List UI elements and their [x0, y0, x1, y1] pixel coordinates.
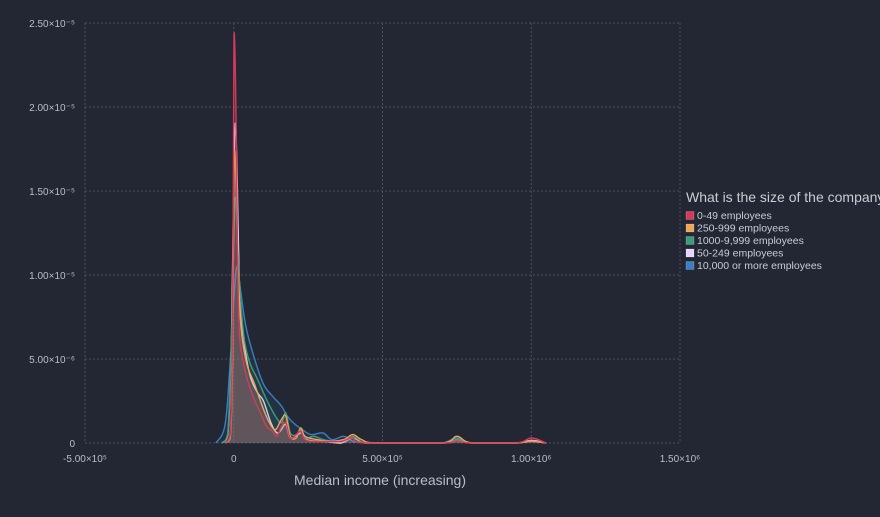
legend-label: 50-249 employees	[697, 248, 783, 260]
legend-item-250-999-employees[interactable]: 250-999 employees	[685, 223, 789, 235]
series-area-0-49-employees	[224, 32, 547, 443]
x-tick-label: 0	[231, 454, 237, 465]
series-line-0-49-employees	[224, 32, 547, 444]
legend-swatch	[685, 248, 695, 258]
legend: What is the size of the company 0-49 emp…	[685, 189, 880, 272]
x-tick-labels: -5.00×10⁵ 0 5.00×10⁵ 1.00×10⁶ 1.50×10⁶	[63, 454, 700, 465]
legend-swatch	[685, 261, 695, 270]
y-tick-label: 2.00×10⁻⁵	[29, 103, 75, 114]
series-area-1000-9-999-employees	[221, 197, 547, 443]
series-line-1000-9-999-employees	[221, 196, 547, 444]
legend-swatch	[685, 223, 695, 233]
legend-swatch	[685, 236, 695, 245]
legend-title: What is the size of the company	[686, 189, 880, 205]
legend-label: 250-999 employees	[697, 223, 789, 235]
y-tick-labels: 0 5.00×10⁻⁶ 1.00×10⁻⁵ 1.50×10⁻⁵ 2.00×10⁻⁵ 2.5…	[29, 19, 75, 450]
legend-label: 10,000 or more employees	[697, 260, 822, 272]
legend-item-0-49-employees[interactable]: 0-49 employees	[685, 210, 772, 222]
x-tick-label: 1.00×10⁶	[511, 454, 552, 465]
x-axis-title: Median income (increasing)	[294, 472, 466, 488]
series-area-250-999-employees	[224, 151, 547, 443]
x-tick-label: 5.00×10⁵	[362, 454, 403, 465]
legend-swatch	[685, 211, 695, 220]
x-tick-label: 1.50×10⁶	[660, 454, 701, 465]
legend-label: 0-49 employees	[697, 210, 772, 222]
y-tick-label: 1.50×10⁻⁵	[29, 187, 75, 198]
grid-lines	[84, 22, 681, 444]
series-lines	[215, 32, 547, 444]
legend-label: 1000-9,999 employees	[697, 235, 804, 247]
legend-item-10-000-or-more-employees[interactable]: 10,000 or more employees	[685, 260, 822, 272]
legend-item-1000-9-999-employees[interactable]: 1000-9,999 employees	[685, 235, 804, 247]
y-tick-label: 5.00×10⁻⁶	[29, 355, 75, 366]
y-tick-label: 2.50×10⁻⁵	[29, 19, 75, 30]
series-area-50-249-employees	[221, 123, 547, 444]
series-area-10-000-or-more-employees	[215, 266, 547, 443]
y-tick-label: 0	[69, 439, 75, 450]
x-tick-label: -5.00×10⁵	[63, 454, 107, 465]
legend-item-50-249-employees[interactable]: 50-249 employees	[685, 248, 783, 260]
y-tick-label: 1.00×10⁻⁵	[29, 271, 75, 282]
